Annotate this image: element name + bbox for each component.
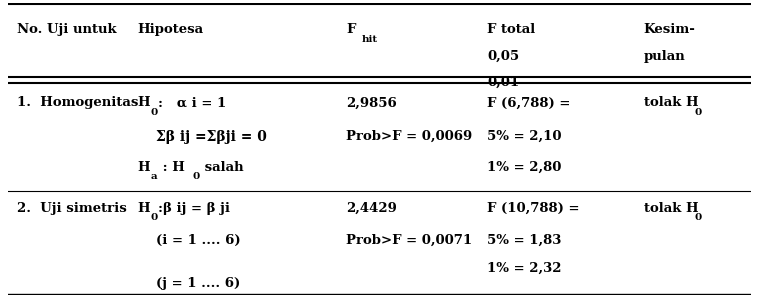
Text: 0: 0 — [150, 108, 158, 117]
Text: Kesim-: Kesim- — [644, 24, 695, 36]
Text: hit: hit — [361, 35, 378, 44]
Text: 0,01: 0,01 — [487, 76, 519, 89]
Text: 1% = 2,80: 1% = 2,80 — [487, 161, 562, 174]
Text: Prob>F = 0,0071: Prob>F = 0,0071 — [346, 234, 472, 247]
Text: 2.  Uji simetris: 2. Uji simetris — [17, 201, 126, 215]
Text: salah: salah — [200, 161, 244, 174]
Text: tolak H: tolak H — [644, 97, 698, 109]
Text: 5% = 2,10: 5% = 2,10 — [487, 130, 562, 143]
Text: :   α i = 1: : α i = 1 — [158, 97, 226, 109]
Text: (i = 1 .... 6): (i = 1 .... 6) — [156, 234, 241, 247]
Text: 0: 0 — [150, 213, 158, 222]
Text: Prob>F = 0,0069: Prob>F = 0,0069 — [346, 130, 472, 143]
Text: 1.  Homogenitas: 1. Homogenitas — [17, 97, 138, 109]
Text: F: F — [346, 24, 355, 36]
Text: No. Uji untuk: No. Uji untuk — [17, 24, 116, 36]
Text: 0: 0 — [695, 213, 702, 222]
Text: H: H — [138, 161, 150, 174]
Text: pulan: pulan — [644, 50, 685, 63]
Text: F (6,788) =: F (6,788) = — [487, 97, 571, 109]
Text: Hipotesa: Hipotesa — [138, 24, 204, 36]
Text: H: H — [138, 97, 150, 109]
Text: F (10,788) =: F (10,788) = — [487, 201, 580, 215]
Text: :β ij = β ji: :β ij = β ji — [158, 201, 230, 215]
Text: 2,4429: 2,4429 — [346, 201, 397, 215]
Text: F total: F total — [487, 24, 536, 36]
Text: 1% = 2,32: 1% = 2,32 — [487, 261, 562, 274]
Text: Σβ ij =Σβji = 0: Σβ ij =Σβji = 0 — [156, 130, 267, 144]
Text: tolak H: tolak H — [644, 201, 698, 215]
Text: : H: : H — [158, 161, 184, 174]
Text: a: a — [150, 172, 157, 181]
Text: 5% = 1,83: 5% = 1,83 — [487, 234, 562, 247]
Text: 2,9856: 2,9856 — [346, 97, 397, 109]
Text: 0: 0 — [193, 172, 200, 181]
Text: (j = 1 .... 6): (j = 1 .... 6) — [156, 277, 241, 291]
Text: H: H — [138, 201, 150, 215]
Text: 0,05: 0,05 — [487, 50, 519, 63]
Text: 0: 0 — [695, 108, 702, 117]
